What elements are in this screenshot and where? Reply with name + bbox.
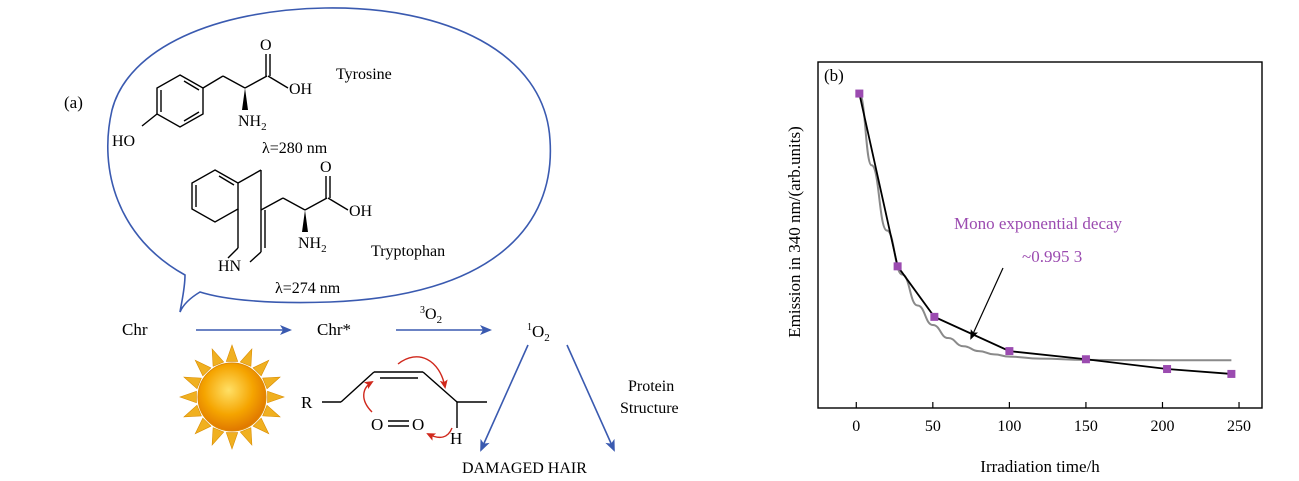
tryptophan-ring-nh: HN [218, 258, 242, 275]
x-axis-title: Irradiation time/h [980, 457, 1100, 476]
data-point [1163, 365, 1172, 374]
tryptophan-wedge [302, 210, 308, 232]
ene-hydrogen: H [450, 429, 462, 448]
tyrosine-amine: NH2 [238, 113, 267, 133]
sun-ray [239, 427, 253, 446]
sun-ray [225, 344, 239, 362]
tryptophan-amine: NH2 [298, 235, 327, 255]
sun-ray [211, 348, 225, 367]
data-point [893, 262, 902, 271]
measured-line [858, 93, 1232, 375]
tyrosine-phenol: HO [112, 133, 135, 150]
x-tick-label: 50 [925, 418, 941, 435]
sun-ray [183, 376, 202, 390]
y-axis-title: Emission in 340 nm/(arb.units) [785, 126, 804, 338]
sun-ray [194, 417, 212, 435]
scheme-panel-a: (a) O OH NH2 HO Tyrosine λ=280 nm [64, 7, 679, 477]
sun-ray [225, 432, 239, 450]
protein-structure-line1: Protein [628, 378, 674, 395]
tryptophan-oxygen: O [320, 159, 332, 176]
tryptophan-wavelength: λ=274 nm [275, 280, 341, 297]
plot-frame [817, 61, 1263, 409]
red-arrow-bottom [426, 427, 453, 441]
sun-ray [194, 359, 212, 377]
tyrosine-hydroxyl: OH [289, 81, 313, 98]
sun-ray [239, 348, 253, 367]
ene-oxygen-left: O [371, 415, 383, 434]
tryptophan-name: Tryptophan [371, 243, 445, 260]
chr-label: Chr [122, 320, 148, 339]
protein-structure-line2: Structure [620, 400, 679, 417]
tyrosine-wavelength: λ=280 nm [262, 140, 328, 157]
data-point [1227, 369, 1236, 378]
sun-ray [262, 404, 281, 418]
arrow-to-damaged-right [566, 344, 615, 452]
tyrosine-oxygen: O [260, 37, 272, 54]
sun-ray [211, 427, 225, 446]
data-point [855, 89, 864, 98]
ene-oxygen-right: O [412, 415, 424, 434]
tyrosine-wedge [242, 88, 248, 110]
tryptophan-hydroxyl: OH [349, 203, 373, 220]
sun-ray [252, 417, 270, 435]
panel-a-label: (a) [64, 93, 83, 112]
sun-ray [267, 390, 285, 404]
data-point [1005, 347, 1014, 356]
arrow-to-damaged-left [480, 344, 529, 452]
tryptophan-structure [191, 169, 349, 263]
speech-bubble [106, 7, 552, 313]
sun-ray [252, 359, 270, 377]
annotation-arrow [970, 267, 1004, 340]
x-tick-label: 100 [997, 418, 1021, 435]
fit-curve [858, 92, 1232, 362]
chart-panel-label: (b) [824, 66, 844, 85]
annotation-line1: Mono exponential decay [954, 214, 1123, 233]
x-tick-label: 150 [1074, 418, 1098, 435]
data-point [930, 312, 939, 321]
x-axis-ticks: 0 50 100 150 200 250 [852, 402, 1251, 435]
series-layer [855, 89, 1236, 378]
sun-ray [183, 404, 202, 418]
triplet-oxygen-label: 3O2 [420, 305, 442, 326]
annotation-line2: ~0.995 3 [1022, 247, 1082, 266]
ene-reaction [322, 371, 487, 428]
r-group-label: R [301, 393, 313, 412]
sun-icon [179, 344, 285, 450]
x-tick-label: 200 [1150, 418, 1174, 435]
sun-ray [179, 390, 197, 404]
sun-ray [262, 376, 281, 390]
data-point [1081, 355, 1090, 364]
damaged-hair-label: DAMAGED HAIR [462, 460, 587, 477]
x-tick-label: 0 [852, 418, 860, 435]
x-tick-label: 250 [1227, 418, 1251, 435]
tyrosine-structure [141, 54, 289, 128]
tyrosine-name: Tyrosine [336, 66, 392, 83]
singlet-oxygen-label: 1O2 [527, 322, 550, 344]
red-arrow-top [397, 356, 448, 389]
red-arrow-left [363, 380, 374, 413]
chr-star-label: Chr* [317, 320, 351, 339]
